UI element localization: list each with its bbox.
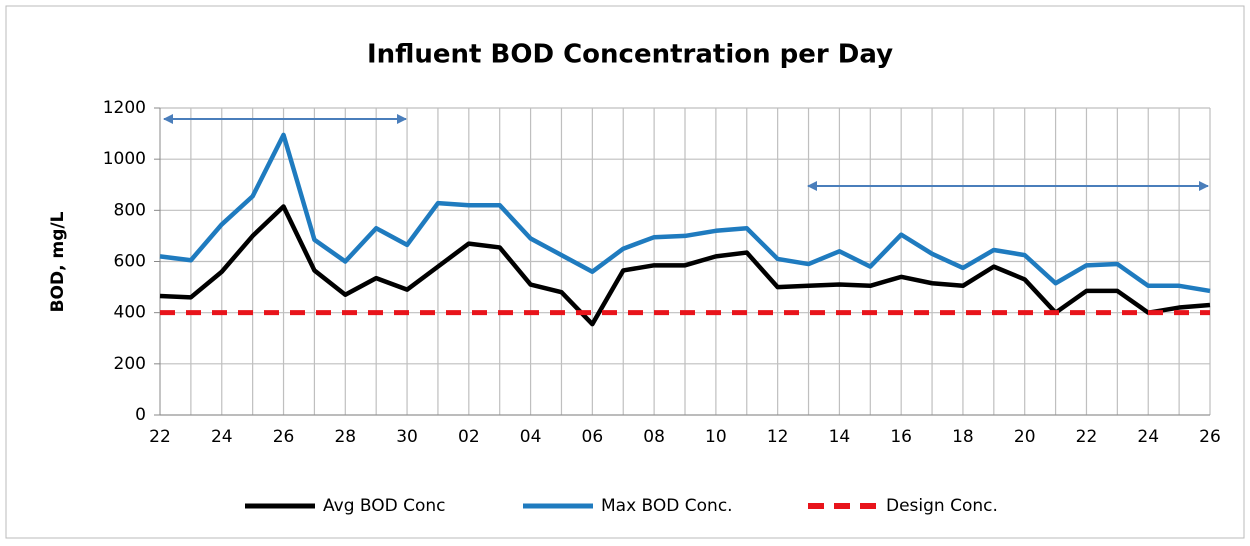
y-tick-label: 200 [114, 354, 146, 374]
y-axis-label: BOD, mg/L [48, 211, 68, 312]
x-tick-label: 26 [273, 427, 295, 447]
y-tick-label: 1000 [103, 149, 146, 169]
y-tick-label: 600 [114, 252, 146, 272]
x-tick-label: 14 [829, 427, 851, 447]
x-tick-label: 10 [705, 427, 727, 447]
y-tick-label: 1200 [103, 98, 146, 118]
legend-label: Avg BOD Conc [323, 496, 446, 516]
x-tick-label: 20 [1014, 427, 1036, 447]
x-tick-label: 28 [334, 427, 356, 447]
legend-label: Max BOD Conc. [601, 496, 733, 516]
x-tick-label: 24 [1137, 427, 1159, 447]
x-tick-label: 26 [1199, 427, 1221, 447]
y-tick-label: 0 [135, 405, 146, 425]
legend-label: Design Conc. [886, 496, 998, 516]
x-tick-label: 12 [767, 427, 789, 447]
x-tick-label: 22 [149, 427, 171, 447]
x-tick-label: 04 [520, 427, 542, 447]
x-tick-label: 06 [582, 427, 604, 447]
series-line [159, 132, 1211, 294]
x-tick-label: 02 [458, 427, 480, 447]
y-tick-label: 800 [114, 200, 146, 220]
x-tick-label: 24 [211, 427, 233, 447]
x-tick-label: 16 [890, 427, 912, 447]
series-line [159, 204, 1211, 327]
x-tick-label: 18 [952, 427, 974, 447]
x-tick-label: 08 [643, 427, 665, 447]
x-tick-label: 22 [1076, 427, 1098, 447]
chart-title: Influent BOD Concentration per Day [367, 40, 893, 70]
x-tick-label: 30 [396, 427, 418, 447]
y-tick-label: 400 [114, 303, 146, 323]
